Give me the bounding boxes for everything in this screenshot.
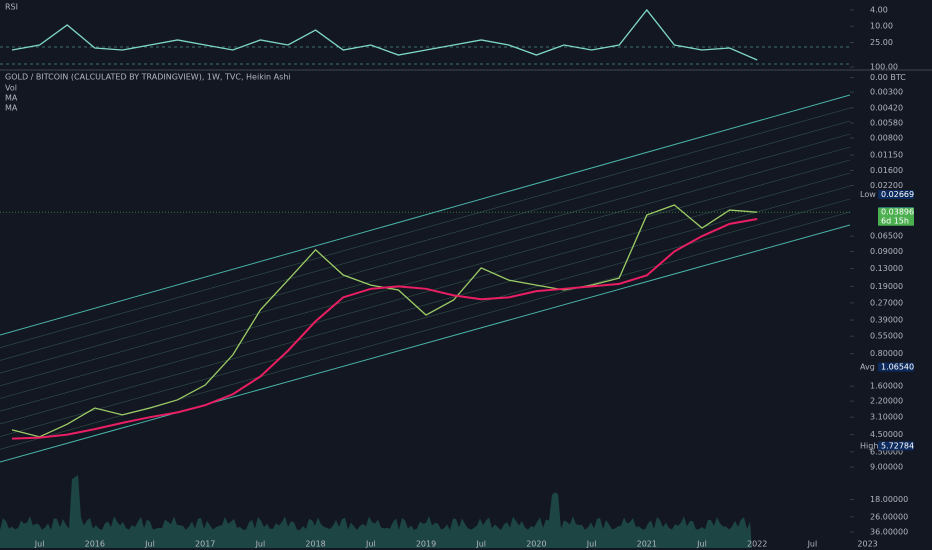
price-tag (878, 362, 914, 372)
price-tag (878, 189, 914, 199)
y-tick-label: 25.00 (870, 38, 893, 47)
y-tick-label: 18.00000 (870, 495, 908, 504)
x-tick-label: 2019 (416, 540, 436, 549)
x-tick-label: Jul (34, 540, 45, 549)
x-tick-label: Jul (696, 540, 707, 549)
y-tick-label: 100.00 (870, 63, 898, 72)
tag-value: 0.02669 (881, 190, 914, 199)
x-tick-label: Jul (365, 540, 376, 549)
tag-countdown: 6d 15h (881, 217, 909, 226)
y-tick-label: 0.27000 (870, 298, 903, 307)
tag-name: High (860, 441, 878, 450)
x-tick-label: 2016 (85, 540, 105, 549)
y-tick-label: 0.00300 (870, 88, 903, 97)
y-tick-label: 0.06500 (870, 232, 903, 241)
y-tick-label: 0.80000 (870, 349, 903, 358)
tag-name: Low (860, 190, 876, 199)
y-tick-label: 0.00 BTC (870, 73, 906, 82)
channel-line (0, 198, 851, 437)
x-tick-label: Jul (255, 540, 266, 549)
y-tick-label: 36.00000 (870, 528, 908, 537)
y-tick-label: 1.60000 (870, 382, 903, 391)
main-title: GOLD / BITCOIN (CALCULATED BY TRADINGVIE… (5, 73, 291, 82)
y-tick-label: 0.01150 (870, 151, 903, 160)
tag-value: 1.06540 (881, 363, 914, 372)
y-tick-label: 0.09000 (870, 247, 903, 256)
y-tick-label: 0.13000 (870, 264, 903, 273)
channel-line (0, 133, 851, 374)
channel-line (0, 224, 851, 463)
channel-line (0, 159, 851, 399)
volume-area (0, 474, 752, 548)
x-tick-label: 2022 (747, 540, 767, 549)
x-tick-label: 2017 (195, 540, 215, 549)
x-tick-label: Jul (807, 540, 818, 549)
y-tick-label: 6.50000 (870, 447, 903, 456)
y-tick-label: 0.19000 (870, 282, 903, 291)
y-tick-label: 0.00420 (870, 103, 903, 112)
legend-ma: MA (5, 104, 18, 113)
y-tick-label: 2.20000 (870, 397, 903, 406)
y-tick-label: 4.00 (870, 5, 888, 14)
x-tick-label: 2018 (305, 540, 325, 549)
y-tick-label: 0.55000 (870, 332, 903, 341)
moving-average (11, 217, 758, 440)
x-tick-label: Jul (475, 540, 486, 549)
y-tick-label: 9.00000 (870, 463, 903, 472)
x-tick-label: 2021 (637, 540, 657, 549)
y-tick-label: 0.01600 (870, 166, 903, 175)
rsi-label: RSI (5, 3, 18, 12)
tag-value: 0.03896 (881, 208, 914, 217)
channel-line (0, 185, 851, 425)
y-tick-label: 10.00 (870, 22, 893, 31)
x-tick-label: Jul (144, 540, 155, 549)
y-tick-label: 0.00800 (870, 134, 903, 143)
y-tick-label: 3.10000 (870, 413, 903, 422)
legend-ma: MA (5, 94, 18, 103)
price-tag (878, 441, 914, 451)
tag-name: Avg (860, 363, 875, 372)
price-tag (878, 207, 914, 226)
legend-vol: Vol (5, 84, 17, 93)
channel-line (0, 94, 851, 336)
y-tick-label: 0.00580 (870, 119, 903, 128)
y-tick-label: 26.00000 (870, 512, 908, 521)
x-tick-label: 2023 (857, 540, 877, 549)
y-tick-label: 0.02200 (870, 181, 903, 190)
price-line (11, 8, 758, 61)
y-tick-label: 4.50000 (870, 430, 903, 439)
x-tick-label: 2020 (526, 540, 546, 549)
channel-line (0, 107, 851, 348)
x-tick-label: Jul (586, 540, 597, 549)
y-tick-label: 0.39000 (870, 316, 903, 325)
tag-value: 5.72784 (881, 441, 914, 450)
channel-line (0, 146, 851, 387)
channel-line (0, 120, 851, 361)
